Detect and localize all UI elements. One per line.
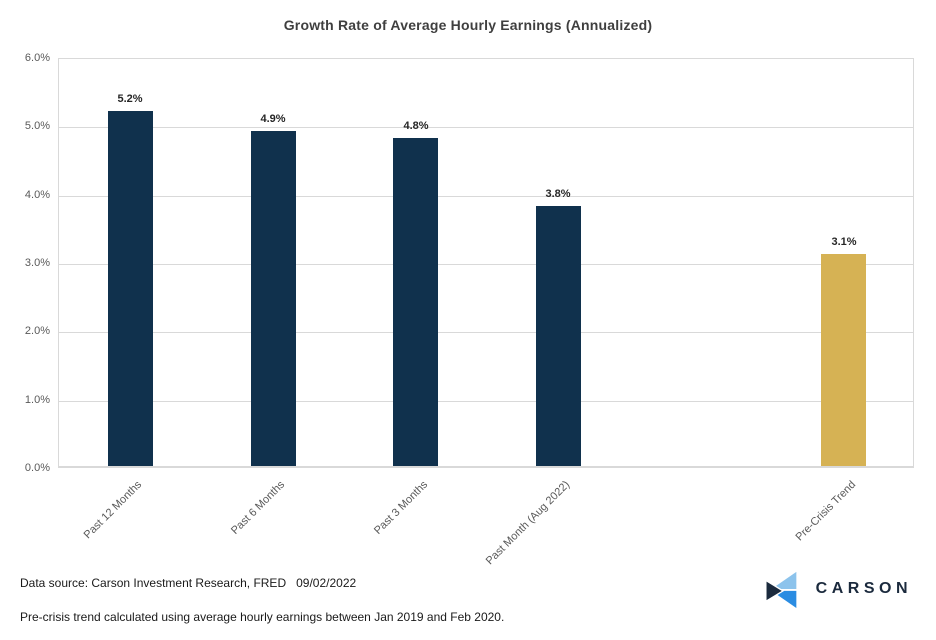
carson-logo-icon	[764, 571, 796, 609]
bar-pre-crisis-trend	[821, 254, 866, 466]
y-axis-tick-label: 2.0%	[24, 325, 50, 337]
bar-past-6-months	[251, 131, 296, 466]
bar-value-label: 5.2%	[117, 93, 143, 105]
bar-past-3-months	[393, 138, 438, 466]
y-axis-tick-label: 0.0%	[24, 462, 50, 474]
data-source-text: Data source: Carson Investment Research,…	[20, 576, 357, 590]
gridline	[59, 196, 913, 197]
y-axis-tick-label: 6.0%	[24, 52, 50, 64]
bar-value-label: 3.1%	[831, 236, 857, 248]
plot-area: 5.2% 4.9% 4.8% 3.8% 3.1%	[58, 58, 914, 468]
bar-past-12-months	[108, 111, 153, 466]
bar-value-label: 4.8%	[403, 120, 429, 132]
y-axis-tick-label: 1.0%	[24, 394, 50, 406]
carson-logo: CARSON	[763, 567, 912, 611]
bar-value-label: 3.8%	[545, 188, 571, 200]
gridline	[59, 332, 913, 333]
y-axis-tick-label: 5.0%	[24, 120, 50, 132]
chart-title: Growth Rate of Average Hourly Earnings (…	[283, 17, 653, 33]
gridline	[59, 401, 913, 402]
y-axis-tick-label: 3.0%	[24, 257, 50, 269]
x-axis-tick-label: Past Month (Aug 2022)	[483, 478, 573, 568]
y-axis-tick-label: 4.0%	[24, 189, 50, 201]
bar-past-month-aug-2022	[536, 206, 581, 466]
gridline	[59, 264, 913, 265]
bar-value-label: 4.9%	[260, 113, 286, 125]
gridline	[59, 127, 913, 128]
carson-logo-wordmark: CARSON	[815, 580, 912, 597]
footnote-text: Pre-crisis trend calculated using averag…	[20, 610, 505, 624]
